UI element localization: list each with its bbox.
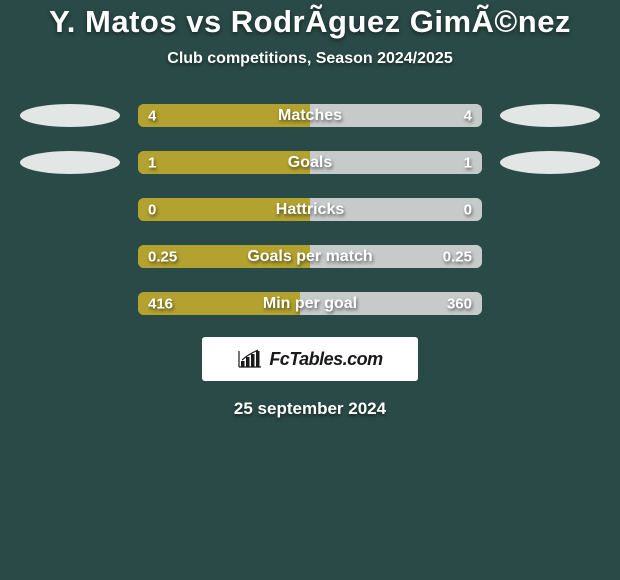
stat-value-left: 416 [148,295,173,312]
stat-value-right: 0 [464,201,472,218]
ellipse-spacer [20,198,120,221]
stat-value-right: 4 [464,107,472,124]
stat-row: 416 Min per goal 360 [10,292,610,315]
ellipse-spacer [20,292,120,315]
stat-row: 1 Goals 1 [10,151,610,174]
page-title: Y. Matos vs RodrÃ­guez GimÃ©nez [0,4,620,40]
stat-bar-gpm: 0.25 Goals per match 0.25 [138,245,482,268]
ellipse-spacer [500,292,600,315]
subtitle: Club competitions, Season 2024/2025 [0,50,620,68]
stat-row: 0.25 Goals per match 0.25 [10,245,610,268]
stat-value-right: 0.25 [443,248,472,265]
stat-label: Hattricks [276,201,344,219]
ellipse-spacer [500,245,600,268]
bar-fill-left [138,151,310,174]
stat-bar-hattricks: 0 Hattricks 0 [138,198,482,221]
stat-value-right: 1 [464,154,472,171]
stat-rows: 4 Matches 4 1 Goals 1 0 Hattri [0,104,620,315]
stat-bar-matches: 4 Matches 4 [138,104,482,127]
player-left-ellipse [20,104,120,127]
stat-value-left: 4 [148,107,156,124]
bar-chart-icon [237,349,263,369]
stat-value-left: 0 [148,201,156,218]
stat-bar-mpg: 416 Min per goal 360 [138,292,482,315]
stat-value-left: 1 [148,154,156,171]
stat-label: Goals per match [247,248,372,266]
stat-row: 0 Hattricks 0 [10,198,610,221]
ellipse-spacer [20,245,120,268]
logo-box: FcTables.com [202,337,418,381]
logo-text: FcTables.com [269,349,382,370]
player-right-ellipse [500,151,600,174]
bar-fill-right [310,151,482,174]
stat-value-right: 360 [447,295,472,312]
stat-row: 4 Matches 4 [10,104,610,127]
stat-value-left: 0.25 [148,248,177,265]
stat-label: Goals [288,154,332,172]
ellipse-spacer [500,198,600,221]
comparison-infographic: Y. Matos vs RodrÃ­guez GimÃ©nez Club com… [0,0,620,419]
date-label: 25 september 2024 [0,399,620,419]
stat-bar-goals: 1 Goals 1 [138,151,482,174]
player-right-ellipse [500,104,600,127]
player-left-ellipse [20,151,120,174]
stat-label: Min per goal [263,295,357,313]
stat-label: Matches [278,107,342,125]
